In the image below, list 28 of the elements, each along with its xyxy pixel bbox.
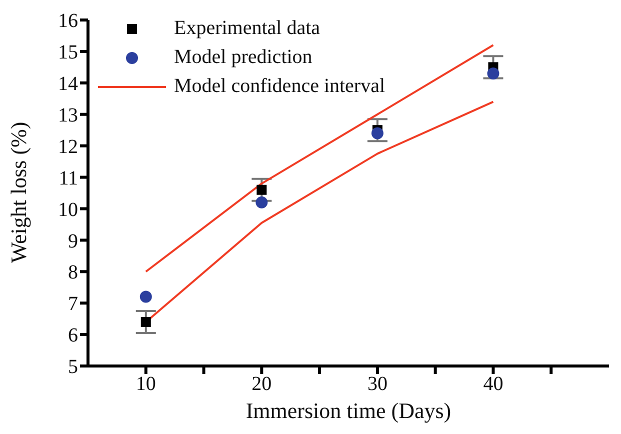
point xyxy=(256,184,267,195)
legend-label: Model confidence interval xyxy=(174,74,386,99)
y-tick-label: 10 xyxy=(58,198,78,221)
y-tick-label: 11 xyxy=(58,167,78,190)
x-tick-label: 20 xyxy=(252,373,272,396)
point xyxy=(140,290,152,303)
y-tick-label: 6 xyxy=(68,324,78,347)
y-tick-label: 12 xyxy=(58,136,78,158)
y-tick-label: 16 xyxy=(58,10,78,32)
legend-label: Experimental data xyxy=(174,16,320,41)
y-tick-label: 5 xyxy=(68,356,78,378)
y-tick-label: 7 xyxy=(68,293,78,316)
y-tick-label: 9 xyxy=(68,230,78,252)
y-tick-label: 13 xyxy=(58,104,78,126)
point xyxy=(371,127,384,140)
x-tick-label: 10 xyxy=(136,373,156,396)
y-axis-title: Weight loss (%) xyxy=(6,122,31,263)
x-tick-label: 30 xyxy=(367,373,388,396)
point xyxy=(256,196,268,208)
point xyxy=(487,67,500,80)
x-tick-label: 40 xyxy=(483,373,504,396)
y-tick-label: 15 xyxy=(58,42,78,64)
legend-label: Model prediction xyxy=(174,45,312,70)
y-tick-label: 14 xyxy=(58,73,78,96)
point xyxy=(140,316,151,327)
y-tick-label: 8 xyxy=(68,262,78,284)
line-series xyxy=(144,44,494,273)
x-axis-title: Immersion time (Days) xyxy=(246,398,452,423)
